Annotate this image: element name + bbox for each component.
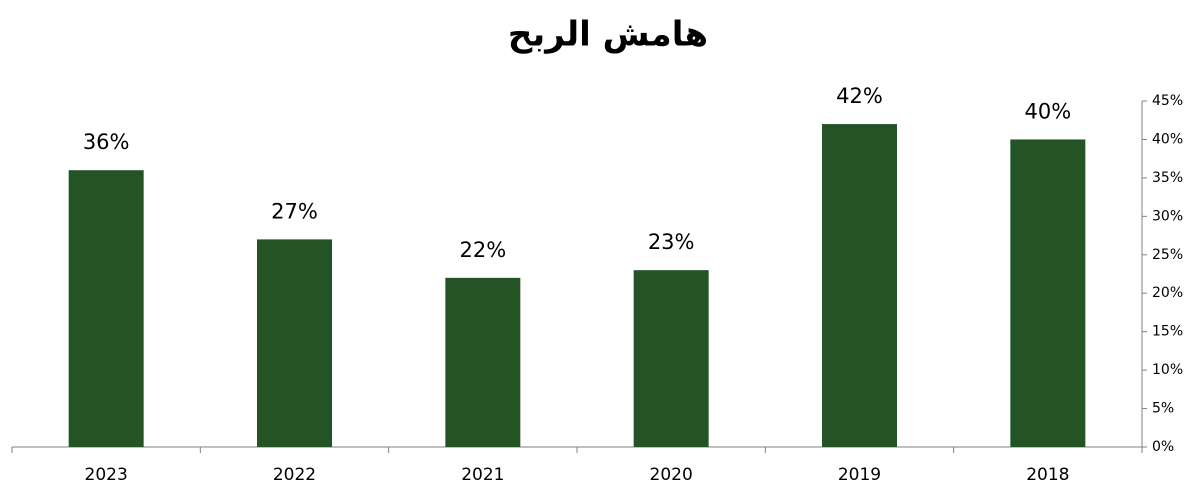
y-tick-label: 30% — [1152, 208, 1183, 224]
x-tick-label: 2023 — [85, 465, 128, 485]
value-label: 36% — [83, 130, 130, 154]
value-label: 42% — [836, 84, 883, 108]
y-tick-label: 0% — [1152, 439, 1174, 455]
y-tick-label: 25% — [1152, 247, 1183, 263]
bar — [633, 270, 709, 447]
y-tick-label: 35% — [1152, 170, 1183, 186]
y-tick-label: 40% — [1152, 131, 1183, 147]
value-label: 27% — [271, 199, 318, 223]
bar — [445, 277, 521, 447]
value-label: 40% — [1024, 99, 1071, 123]
bar — [1010, 139, 1086, 447]
x-tick-label: 2018 — [1026, 465, 1069, 485]
y-tick-label: 20% — [1152, 285, 1183, 301]
y-tick-label: 10% — [1152, 362, 1183, 378]
x-tick-label: 2022 — [273, 465, 316, 485]
bar — [68, 170, 144, 447]
x-tick-label: 2020 — [650, 465, 693, 485]
bar — [257, 239, 332, 447]
bar — [822, 124, 897, 448]
chart-title: هامش الربح — [508, 15, 708, 55]
y-tick-label: 15% — [1152, 324, 1183, 340]
value-label: 22% — [459, 238, 506, 262]
y-tick-label: 5% — [1152, 401, 1174, 417]
x-tick-label: 2021 — [461, 465, 504, 485]
value-label: 23% — [648, 230, 695, 254]
x-tick-label: 2019 — [838, 465, 881, 485]
y-tick-label: 45% — [1152, 93, 1183, 109]
